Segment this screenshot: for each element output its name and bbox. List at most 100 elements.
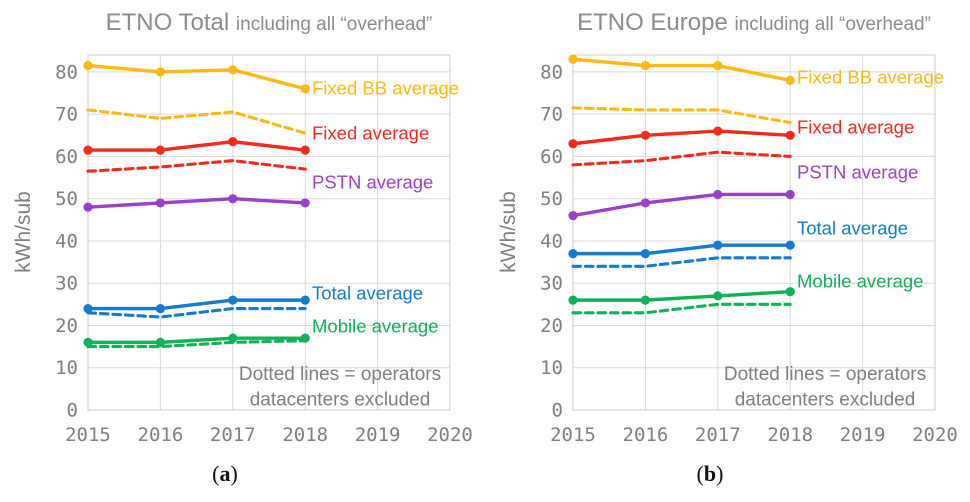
series-line-fixed <box>571 129 792 146</box>
y-tick-label: 10 <box>55 357 78 379</box>
series-marker-pstn <box>83 202 93 212</box>
series-marker-pstn <box>228 194 238 204</box>
series-line-pstn <box>86 196 307 209</box>
annotation-line-2: datacenters excluded <box>735 390 916 411</box>
y-tick-label: 50 <box>55 188 78 210</box>
chart-title: ETNO Total including all “overhead” <box>106 9 433 36</box>
y-tick-label: 20 <box>540 315 563 337</box>
x-tick-label: 2018 <box>767 424 813 446</box>
y-tick-label: 20 <box>55 315 78 337</box>
y-tick-label: 0 <box>552 400 563 422</box>
series-marker-fixed-bb <box>228 65 238 75</box>
chart-title-sub: including all “overhead” <box>236 14 432 35</box>
series-marker-mobile <box>228 333 238 343</box>
x-tick-label: 2015 <box>550 424 596 446</box>
series-marker-mobile <box>155 337 165 347</box>
series-line-fixed-bb <box>86 63 307 91</box>
series-line-mobile <box>86 336 307 345</box>
series-line-fixed-excl-dashed <box>571 150 792 167</box>
series-marker-fixed <box>300 145 310 155</box>
y-axis-label: kWh/sub <box>497 191 520 273</box>
series-marker-pstn <box>640 198 650 208</box>
series-marker-pstn <box>713 189 723 200</box>
series-marker-fixed-bb <box>568 54 578 64</box>
series-marker-total <box>155 303 165 314</box>
series-marker-pstn <box>568 210 578 221</box>
series-marker-fixed <box>713 126 723 136</box>
x-tick-label: 2019 <box>840 424 886 446</box>
y-tick-label: 50 <box>540 188 563 210</box>
y-tick-label: 80 <box>540 61 563 83</box>
figure-caption-a: (a) <box>212 461 238 486</box>
chart-title-main: ETNO Europe <box>577 9 734 36</box>
series-marker-total <box>785 240 795 250</box>
series-line-total <box>571 243 792 256</box>
series-marker-fixed-bb <box>640 60 650 71</box>
plot-border <box>572 54 936 411</box>
series-marker-fixed <box>568 139 578 149</box>
series-marker-fixed-bb <box>713 60 723 71</box>
series-marker-fixed-bb <box>785 75 795 85</box>
y-tick-label: 0 <box>67 400 78 422</box>
series-marker-mobile <box>568 295 578 305</box>
chart-panel-b: 0 10 20 30 40 50 60 70 80 2015 2016 2017 2018 2019 202… <box>485 0 970 502</box>
series-marker-total <box>568 249 578 259</box>
series-marker-total <box>640 249 650 259</box>
x-tick-label: 2019 <box>355 424 401 446</box>
x-tick-label: 2015 <box>65 424 111 446</box>
annotation-line-2: datacenters excluded <box>250 390 431 411</box>
chart-title-main: ETNO Total <box>106 9 236 36</box>
y-tick-label: 60 <box>55 146 78 168</box>
series-marker-fixed-bb <box>300 84 310 94</box>
y-tick-label: 10 <box>540 357 563 379</box>
chart-title-sub: including all “overhead” <box>734 14 930 35</box>
series-line-fixed-bb <box>571 57 792 83</box>
series-marker-fixed <box>785 130 795 140</box>
series-marker-fixed <box>155 145 165 155</box>
series-marker-pstn <box>785 189 795 200</box>
y-tick-label: 60 <box>540 146 563 168</box>
series-marker-mobile <box>83 337 93 347</box>
line-chart-etno-total: 0 10 20 30 40 50 60 70 80 2015 2016 2017 2018 2019 202… <box>12 9 473 446</box>
series-label-mobile: Mobile average <box>797 271 924 292</box>
y-tick-label: 70 <box>540 104 563 126</box>
series-label-pstn: PSTN average <box>312 171 433 192</box>
series-line-fixed-bb-excl-dashed <box>86 108 307 135</box>
series-line-mobile <box>571 289 792 302</box>
series-marker-total <box>228 295 238 305</box>
series-marker-total <box>713 240 723 250</box>
series-label-fixed-bb: Fixed BB average <box>312 77 459 98</box>
series-label-total: Total average <box>312 282 423 303</box>
y-tick-label: 30 <box>540 273 563 295</box>
series-marker-pstn <box>155 198 165 208</box>
y-tick-label: 80 <box>55 61 78 83</box>
series-line-mobile-excl-dashed <box>86 339 307 349</box>
x-tick-label: 2018 <box>282 424 328 446</box>
y-tick-label: 40 <box>55 230 78 252</box>
y-tick-label: 70 <box>55 104 78 126</box>
chart-title: ETNO Europe including all “overhead” <box>577 9 931 36</box>
y-axis-label: kWh/sub <box>12 191 35 273</box>
y-tick-label: 40 <box>540 230 563 252</box>
chart-panel-a: 0 10 20 30 40 50 60 70 80 2015 2016 2017 2018 2019 202… <box>12 9 473 486</box>
x-tick-label: 2016 <box>623 424 669 446</box>
series-marker-fixed-bb <box>83 60 93 71</box>
series-marker-mobile <box>713 291 723 301</box>
series-line-fixed-bb-excl-dashed <box>571 106 792 125</box>
series-marker-fixed <box>228 137 238 147</box>
plot-border <box>87 54 451 411</box>
x-tick-label: 2020 <box>427 424 473 446</box>
series-marker-mobile <box>785 287 795 297</box>
x-tick-label: 2016 <box>138 424 184 446</box>
annotation-line-1: Dotted lines = operators <box>724 364 926 385</box>
series-marker-fixed <box>83 145 93 155</box>
series-label-pstn: PSTN average <box>797 162 918 183</box>
series-marker-mobile <box>300 333 310 343</box>
figure-caption-b: (b) <box>696 461 724 486</box>
x-tick-label: 2020 <box>912 424 958 446</box>
series-line-total-excl-dashed <box>86 307 307 319</box>
series-label-total: Total average <box>797 217 908 238</box>
series-marker-mobile <box>640 295 650 305</box>
series-label-fixed: Fixed average <box>797 116 914 137</box>
